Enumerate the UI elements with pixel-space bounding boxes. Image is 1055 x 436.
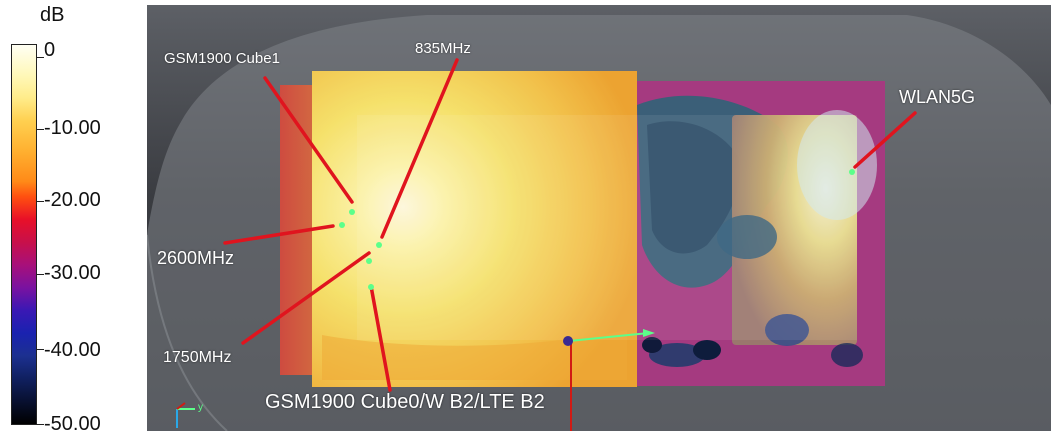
legend-tick-mark xyxy=(37,274,44,275)
wlan-field-map xyxy=(635,81,885,386)
legend-tick-label: -50.00 xyxy=(44,413,101,435)
legend-tick-mark xyxy=(37,424,44,425)
main-field-plate xyxy=(312,71,637,387)
callout-gsm1900-cube1: GSM1900 Cube1 xyxy=(164,50,280,67)
legend-tick-mark xyxy=(37,129,44,130)
legend-tick-label: -40.00 xyxy=(44,339,101,361)
legend-tick-label: -30.00 xyxy=(44,262,101,284)
hotspot-markers xyxy=(339,169,855,290)
legend-tick-label: -20.00 xyxy=(44,189,101,211)
callout-leader-lines xyxy=(223,58,917,392)
legend-title: dB xyxy=(40,4,65,26)
callout-2600mhz: 2600MHz xyxy=(157,248,235,268)
callout-gsm1900-cube0: GSM1900 Cube0/W B2/LTE B2 xyxy=(265,391,545,413)
legend-tick-label: -10.00 xyxy=(44,117,101,139)
legend-tick-mark xyxy=(37,349,44,350)
callout-835mhz: 835MHz xyxy=(415,40,471,57)
callout-wlan5g: WLAN5G xyxy=(899,87,976,107)
legend-tick-mark xyxy=(37,57,44,58)
callout-1750mhz: 1750MHz xyxy=(163,349,232,366)
simulation-viewport[interactable]: y GSM1900 Cube1 835MHz WLAN5G 2600MHz 17… xyxy=(147,5,1051,431)
legend-tick-label: 0 xyxy=(44,39,56,61)
legend-tick-mark xyxy=(37,201,44,202)
axis-y-label: y xyxy=(198,402,203,413)
axis-triad: y xyxy=(176,402,203,428)
colorbar-gradient xyxy=(11,44,37,425)
sar-field-visualization: y xyxy=(147,15,1051,431)
center-axis-marker xyxy=(563,329,655,431)
